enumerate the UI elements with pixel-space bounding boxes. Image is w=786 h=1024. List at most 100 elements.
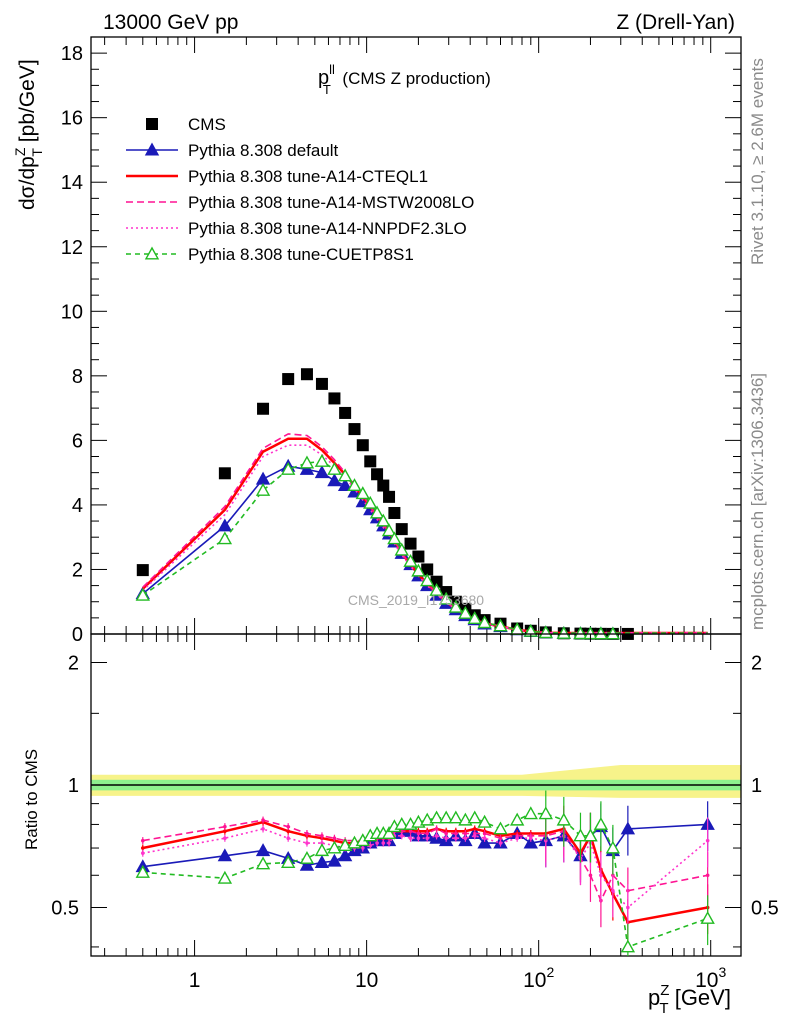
cms-data-point: [328, 392, 341, 405]
ratio-point: [286, 829, 290, 833]
ratio-marker: [327, 853, 342, 867]
mc-marker: [538, 625, 553, 639]
mc-marker: [217, 531, 233, 545]
legend-label: Pythia 8.308 tune-A14-NNPDF2.3LO: [188, 219, 467, 238]
ratio-curve: [142, 820, 708, 924]
ratio-point: [261, 818, 265, 822]
ratio-marker: [255, 856, 271, 870]
mc-marker: [573, 626, 588, 640]
y-tick-label: 12: [61, 237, 83, 259]
ratio-point: [599, 873, 603, 878]
x-tick-label: 103: [695, 964, 726, 992]
ratio-frame: [90, 633, 742, 957]
legend-label: CMS: [188, 115, 226, 134]
ratio-marker: [217, 848, 233, 862]
ratio-marker: [327, 840, 342, 854]
ratio-marker: [255, 843, 271, 857]
ratio-point: [434, 834, 439, 838]
mc-marker: [327, 461, 342, 475]
ratio-marker: [299, 850, 315, 864]
ratio-marker: [477, 814, 492, 828]
ratio-point: [286, 836, 290, 841]
mc-marker: [299, 461, 315, 475]
y-tick-label: 0: [72, 624, 83, 646]
ratio-point: [387, 841, 391, 845]
ratio-point: [408, 836, 413, 841]
ratio-point: [472, 827, 477, 831]
ratio-marker: [509, 812, 525, 826]
ratio-marker: [620, 939, 636, 953]
cms-data-point: [315, 377, 328, 390]
mc-marker: [593, 626, 609, 640]
ratio-point: [482, 836, 487, 841]
header-left-label: 13000 GeV pp: [103, 11, 238, 34]
ratio-marker: [381, 826, 397, 840]
cms-data-point: [412, 550, 425, 563]
ratio-point: [140, 838, 145, 843]
ratio-point: [286, 824, 290, 829]
ratio-point: [498, 841, 503, 845]
y-tick-label: 18: [61, 43, 83, 65]
cms-data-point: [339, 406, 352, 419]
mc-marker: [429, 582, 444, 596]
cms-data-point: [395, 523, 408, 536]
ratio-marker: [523, 835, 538, 849]
ratio-point: [399, 834, 404, 838]
side-label-mcplots: mcplots.cern.ch [arXiv:1306.3436]: [748, 373, 767, 630]
ratio-y-tick-label-right: 1: [751, 775, 762, 797]
mc-marker: [477, 615, 492, 629]
ratio-point: [381, 841, 386, 845]
plot-title-main: p: [318, 67, 329, 89]
mc-marker: [327, 473, 342, 487]
ratio-marker: [583, 828, 598, 842]
x-axis-label-sub: T: [659, 1000, 668, 1017]
ratio-marker: [394, 816, 409, 830]
mc-marker: [556, 625, 571, 639]
ratio-point: [454, 836, 458, 841]
mc-marker: [493, 618, 508, 632]
ratio-point: [425, 836, 430, 841]
x-axis-label: pZ T [GeV]: [648, 982, 731, 1017]
y-axis-label-main: dσ/dp: [16, 156, 39, 210]
ratio-point: [434, 827, 439, 831]
x-axis-label-main: p: [648, 985, 660, 1010]
mc-marker: [314, 453, 330, 467]
ratio-marker: [429, 810, 444, 824]
ratio-marker: [299, 857, 315, 871]
ratio-marker: [217, 870, 233, 884]
ratio-axis-label: Ratio to CMS: [22, 749, 41, 850]
mc-marker: [403, 553, 418, 567]
mc-marker: [337, 468, 353, 482]
ratio-point: [528, 836, 533, 841]
x-tick-label: 10: [355, 969, 378, 992]
mc-marker: [394, 542, 409, 556]
y-tick-label: 14: [61, 172, 83, 194]
mc-marker: [369, 505, 385, 519]
legend-label: Pythia 8.308 default: [188, 141, 339, 160]
mc-marker: [376, 513, 391, 527]
ratio-point: [416, 836, 421, 841]
ratio-point: [305, 831, 309, 836]
y-tick-label: 8: [72, 366, 83, 388]
ratio-point: [416, 831, 421, 836]
mc-marker: [280, 461, 296, 475]
ratio-point: [454, 831, 458, 836]
cms-data-point: [136, 564, 149, 577]
legend-marker-cms: [146, 118, 158, 130]
header-right-label: Z (Drell-Yan): [616, 11, 735, 34]
watermark: CMS_2019_I1753680: [348, 592, 484, 608]
ratio-point: [472, 834, 477, 838]
ratio-point: [223, 824, 227, 829]
mc-marker: [355, 486, 370, 500]
ratio-point: [498, 836, 503, 841]
mc-marker: [411, 563, 426, 577]
cms-data-point: [282, 373, 295, 386]
ratio-point: [320, 834, 324, 838]
ratio-panel: 1 10 102 103 0.5 0.5 1 1 2 2: [51, 633, 779, 992]
mc-marker: [363, 495, 378, 509]
ratio-y-tick-label-right: 2: [751, 653, 762, 675]
mc-marker: [605, 626, 621, 640]
plot-title-sub: T: [323, 82, 331, 97]
legend-marker: [144, 246, 160, 260]
plot-title: pll T (CMS Z production): [318, 62, 491, 99]
